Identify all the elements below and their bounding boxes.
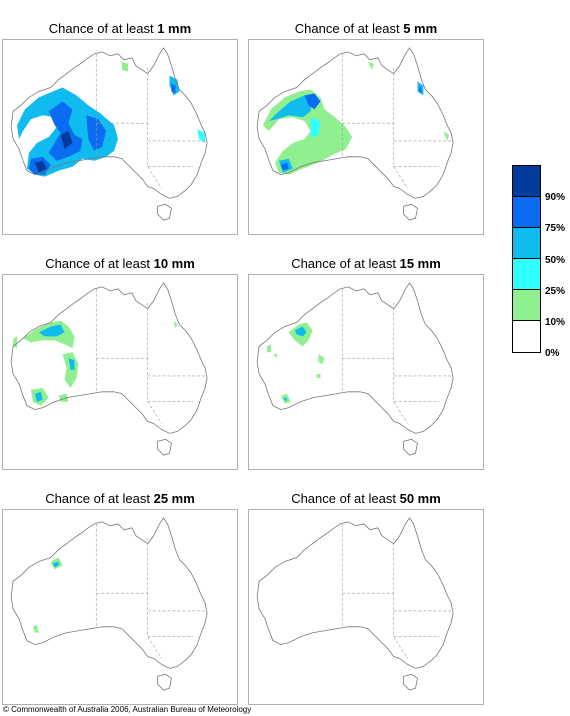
- panel-title-amount: 15 mm: [400, 256, 441, 271]
- legend-swatch-0-10: [513, 321, 540, 352]
- panel-title-amount: 50 mm: [400, 491, 441, 506]
- map-10mm: [2, 274, 238, 470]
- legend-label-75: 75%: [545, 224, 565, 234]
- map-outline-50mm: [257, 518, 453, 690]
- map-15mm-svg: [249, 275, 483, 469]
- panel-title-5mm: Chance of at least 5 mm: [248, 21, 484, 37]
- panel-title-25mm: Chance of at least 25 mm: [2, 491, 238, 507]
- map-10mm-svg: [3, 275, 237, 469]
- map-50mm: [248, 509, 484, 705]
- panel-title-prefix: Chance of at least: [295, 21, 400, 36]
- legend-label-25: 25%: [545, 287, 565, 297]
- rain-shading-1mm: [17, 62, 205, 177]
- panel-title-prefix: Chance of at least: [45, 491, 150, 506]
- map-outline-5mm: [257, 48, 453, 220]
- map-1mm-svg: [3, 40, 237, 234]
- map-outline-25mm: [11, 518, 207, 690]
- panel-title-amount: 1 mm: [157, 21, 191, 36]
- legend-label-90: 90%: [545, 193, 565, 203]
- panel-title-10mm: Chance of at least 10 mm: [2, 256, 238, 272]
- map-1mm: [2, 39, 238, 235]
- legend-swatch-25-50: [513, 259, 540, 290]
- copyright-notice: © Commonwealth of Australia 2006, Austra…: [3, 705, 251, 715]
- legend-label-50: 50%: [545, 256, 565, 266]
- panel-title-1mm: Chance of at least 1 mm: [2, 21, 238, 37]
- map-25mm: [2, 509, 238, 705]
- legend-colorbar: [512, 165, 541, 353]
- rain-shading-25mm: [33, 558, 63, 633]
- map-outline-10mm: [11, 283, 207, 455]
- map-15mm: [248, 274, 484, 470]
- panel-title-prefix: Chance of at least: [45, 256, 150, 271]
- map-5mm-svg: [249, 40, 483, 234]
- panel-title-prefix: Chance of at least: [49, 21, 154, 36]
- legend-swatch-75-90: [513, 197, 540, 228]
- panel-title-amount: 10 mm: [154, 256, 195, 271]
- map-5mm: [248, 39, 484, 235]
- map-outline-15mm: [257, 283, 453, 455]
- legend-label-0: 0%: [545, 349, 559, 359]
- map-25mm-svg: [3, 510, 237, 704]
- panel-title-50mm: Chance of at least 50 mm: [248, 491, 484, 507]
- legend-swatch-90-100: [513, 166, 540, 197]
- panel-title-amount: 5 mm: [403, 21, 437, 36]
- legend-swatch-50-75: [513, 228, 540, 259]
- panel-title-amount: 25 mm: [154, 491, 195, 506]
- rain-shading-15mm: [267, 323, 324, 404]
- legend-label-10: 10%: [545, 318, 565, 328]
- legend-swatch-10-25: [513, 290, 540, 321]
- panel-title-prefix: Chance of at least: [291, 256, 396, 271]
- map-50mm-svg: [249, 510, 483, 704]
- panel-title-15mm: Chance of at least 15 mm: [248, 256, 484, 272]
- panel-title-prefix: Chance of at least: [291, 491, 396, 506]
